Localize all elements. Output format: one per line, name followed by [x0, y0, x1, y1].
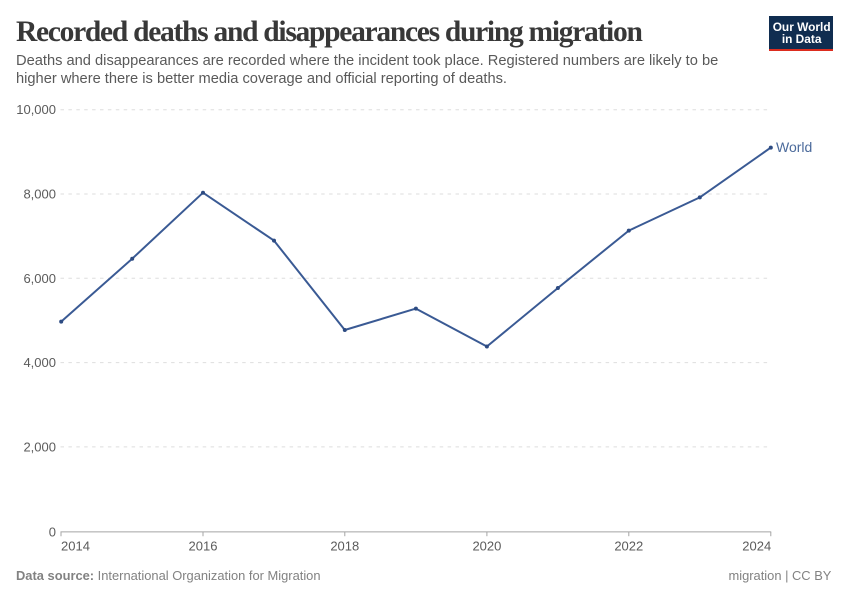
svg-text:10,000: 10,000 — [16, 102, 56, 117]
svg-text:World: World — [776, 139, 812, 155]
svg-text:4,000: 4,000 — [23, 355, 56, 370]
svg-text:2024: 2024 — [742, 538, 771, 553]
svg-text:2018: 2018 — [330, 538, 359, 553]
svg-text:2020: 2020 — [472, 538, 501, 553]
svg-text:0: 0 — [49, 524, 56, 539]
svg-text:6,000: 6,000 — [23, 271, 56, 286]
svg-text:2016: 2016 — [189, 538, 218, 553]
svg-text:2014: 2014 — [61, 538, 90, 553]
svg-text:2,000: 2,000 — [23, 439, 56, 454]
svg-text:8,000: 8,000 — [23, 187, 56, 202]
svg-text:2022: 2022 — [614, 538, 643, 553]
